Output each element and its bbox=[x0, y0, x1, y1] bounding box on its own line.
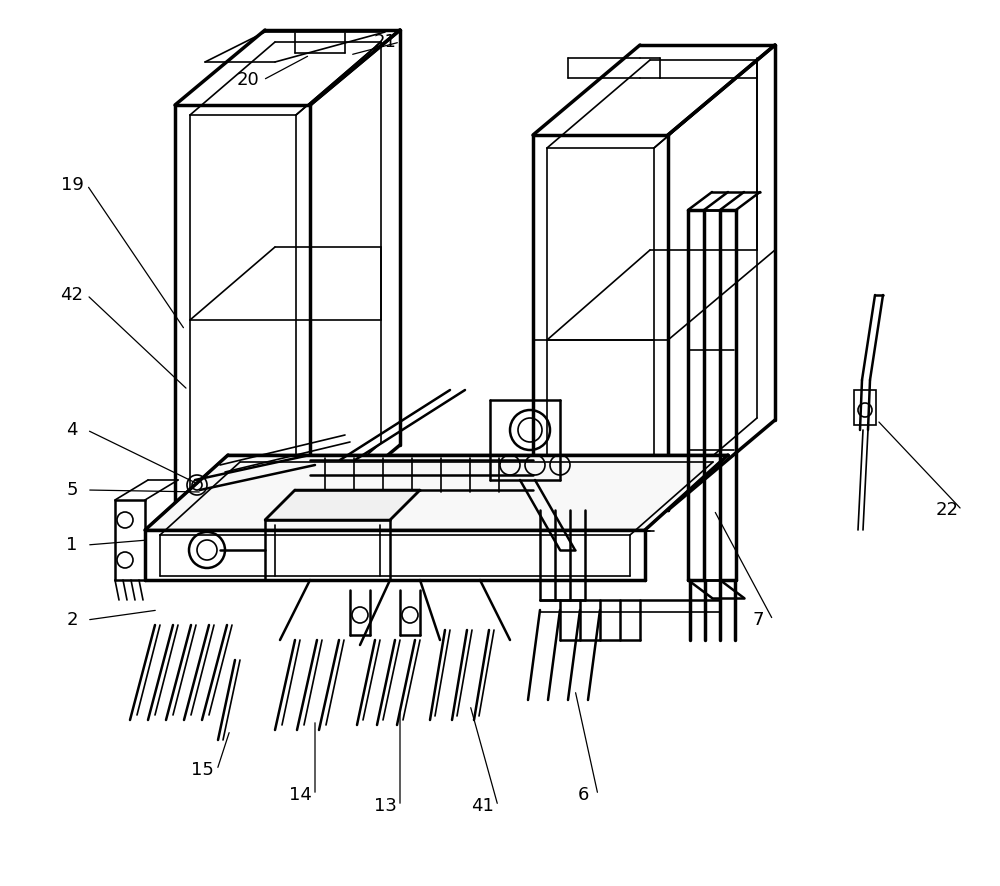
Text: 22: 22 bbox=[936, 501, 958, 519]
Polygon shape bbox=[265, 490, 420, 520]
Text: 13: 13 bbox=[374, 797, 396, 815]
Polygon shape bbox=[145, 455, 728, 530]
Text: 1: 1 bbox=[66, 536, 78, 554]
Text: 6: 6 bbox=[577, 786, 589, 804]
Text: 42: 42 bbox=[60, 286, 84, 304]
Bar bbox=[854, 390, 876, 425]
Text: 7: 7 bbox=[752, 611, 764, 629]
Text: 21: 21 bbox=[374, 33, 396, 51]
Text: 2: 2 bbox=[66, 611, 78, 629]
Text: 19: 19 bbox=[61, 176, 83, 194]
Text: 14: 14 bbox=[289, 786, 311, 804]
Text: 15: 15 bbox=[191, 761, 213, 779]
Text: 20: 20 bbox=[237, 71, 259, 89]
Text: 41: 41 bbox=[472, 797, 494, 815]
Text: 5: 5 bbox=[66, 481, 78, 499]
Text: 4: 4 bbox=[66, 421, 78, 439]
